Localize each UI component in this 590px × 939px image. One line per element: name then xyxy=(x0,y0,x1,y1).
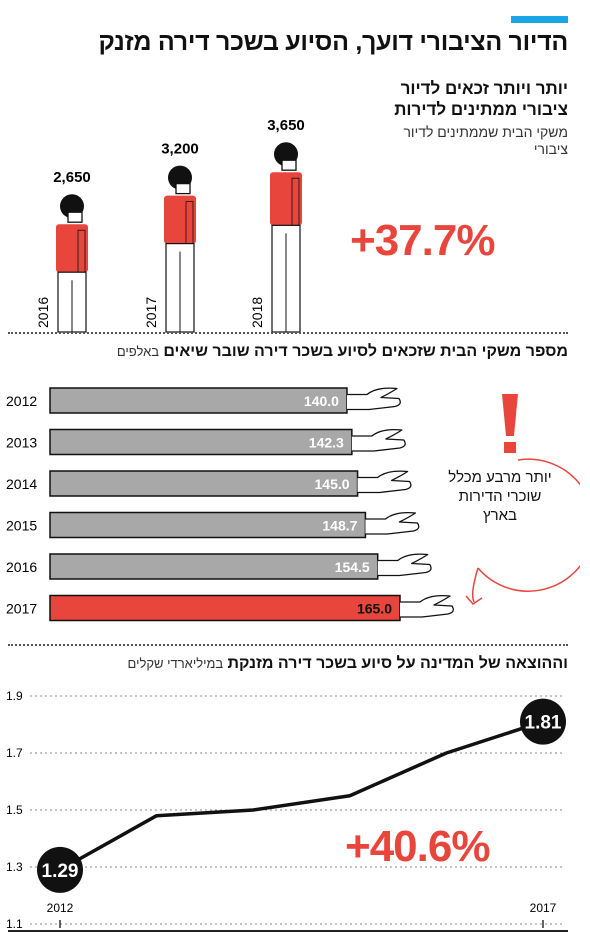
bar-year-label: 2013 xyxy=(6,435,37,451)
waiting-figure xyxy=(164,165,196,333)
y-tick-label: 1.5 xyxy=(6,803,23,817)
section1-change: +37.7% xyxy=(350,216,495,265)
section1-subtitle: משקי הבית שממתינים לדיור ציבורי xyxy=(403,124,568,157)
waiting-figures-chart: 2,650 2016 3,200 2017 3,650 2018 xyxy=(35,117,305,333)
expenditure-series-line xyxy=(59,719,544,872)
accent-bar xyxy=(511,16,568,23)
figure-arm xyxy=(185,201,194,248)
hand-icon xyxy=(357,470,412,494)
hand-icon xyxy=(351,428,406,452)
figure-year-label: 2016 xyxy=(35,297,51,328)
start-point xyxy=(37,846,83,893)
bar-value-label: 148.7 xyxy=(322,518,357,534)
section-divider xyxy=(8,644,568,646)
figure-face xyxy=(281,159,297,171)
callout-circle xyxy=(477,458,580,592)
assistance-bar-chart: 2012 140.0 2013 142.3 2014 145.0 2015 148.7 2016… xyxy=(6,387,454,622)
figure-year-label: 2018 xyxy=(249,297,265,328)
bar-year-label: 2015 xyxy=(6,518,37,534)
bar-value-label: 165.0 xyxy=(357,601,392,617)
callout-arrow xyxy=(471,567,479,603)
section3-title-unit: במיליארדי שקלים xyxy=(127,656,224,671)
x-tick-label: 2012 xyxy=(47,901,74,915)
section1-title: יותר ויותר זכאים לדיור ציבורי ממתינים לד… xyxy=(394,79,568,119)
waiting-figure xyxy=(56,194,88,333)
bar xyxy=(49,511,367,539)
figure-face xyxy=(67,211,83,223)
y-tick-label: 1.7 xyxy=(6,746,23,760)
section3-title: וההוצאה של המדינה על סיוע בשכר דירה מזנק… xyxy=(128,655,568,673)
hand-icon xyxy=(377,553,432,577)
bar-year-label: 2017 xyxy=(6,601,37,617)
figure-year-label: 2017 xyxy=(143,297,159,328)
y-tick-label: 1.3 xyxy=(6,860,23,874)
end-point-label: 1.81 xyxy=(525,713,562,734)
bar xyxy=(49,470,359,497)
section-divider xyxy=(8,332,568,334)
section2-title-main: מספר משקי הבית שזכאים לסיוע בשכר דירה שו… xyxy=(163,343,568,360)
section3-change: +40.6% xyxy=(345,822,490,871)
hand-icon xyxy=(365,511,420,535)
figure-value-label: 3,650 xyxy=(267,117,305,134)
bar xyxy=(49,594,401,622)
end-point xyxy=(520,698,566,745)
callout-bubble xyxy=(465,394,580,605)
exclamation-icon xyxy=(502,394,518,436)
waiting-figure xyxy=(270,142,302,333)
exclamation-dot xyxy=(504,442,516,453)
bar-year-label: 2012 xyxy=(6,393,37,409)
section3-title-main: וההוצאה של המדינה על סיוע בשכר דירה מזנק… xyxy=(227,655,569,672)
hand-icon xyxy=(346,387,401,411)
x-tick-label: 2017 xyxy=(530,901,557,915)
bar xyxy=(49,387,348,414)
figure-face xyxy=(175,182,191,195)
page-title: הדיור הציבורי דועך, הסיוע בשכר דירה מזנק xyxy=(98,28,569,56)
callout-text: יותר מרבע מכלל שוכרי הדירות בארץ xyxy=(448,469,552,524)
bar xyxy=(49,428,353,456)
y-tick-label: 1.9 xyxy=(6,689,23,703)
section2-title-unit: באלפים xyxy=(116,344,160,359)
hand-icon xyxy=(400,594,454,618)
callout-arrowhead xyxy=(465,595,483,605)
bar-value-label: 142.3 xyxy=(309,435,344,451)
figure-value-label: 2,650 xyxy=(53,169,91,186)
figure-arm xyxy=(291,177,300,230)
bar-value-label: 145.0 xyxy=(315,476,350,492)
bar-value-label: 140.0 xyxy=(304,393,339,409)
figure-arm xyxy=(77,229,86,277)
section2-title: מספר משקי הבית שזכאים לסיוע בשכר דירה שו… xyxy=(117,343,568,361)
bar-value-label: 154.5 xyxy=(335,559,370,575)
bottom-rule xyxy=(8,930,568,932)
bar xyxy=(49,553,379,580)
bar-year-label: 2014 xyxy=(6,476,37,492)
bar-year-label: 2016 xyxy=(6,559,37,575)
expenditure-line-chart: 1.1 1.3 1.5 1.7 1.9 2012 2017 1.29 1.81 xyxy=(6,689,566,931)
start-point-label: 1.29 xyxy=(42,861,79,882)
y-tick-label: 1.1 xyxy=(6,917,23,931)
figure-value-label: 3,200 xyxy=(161,141,199,158)
